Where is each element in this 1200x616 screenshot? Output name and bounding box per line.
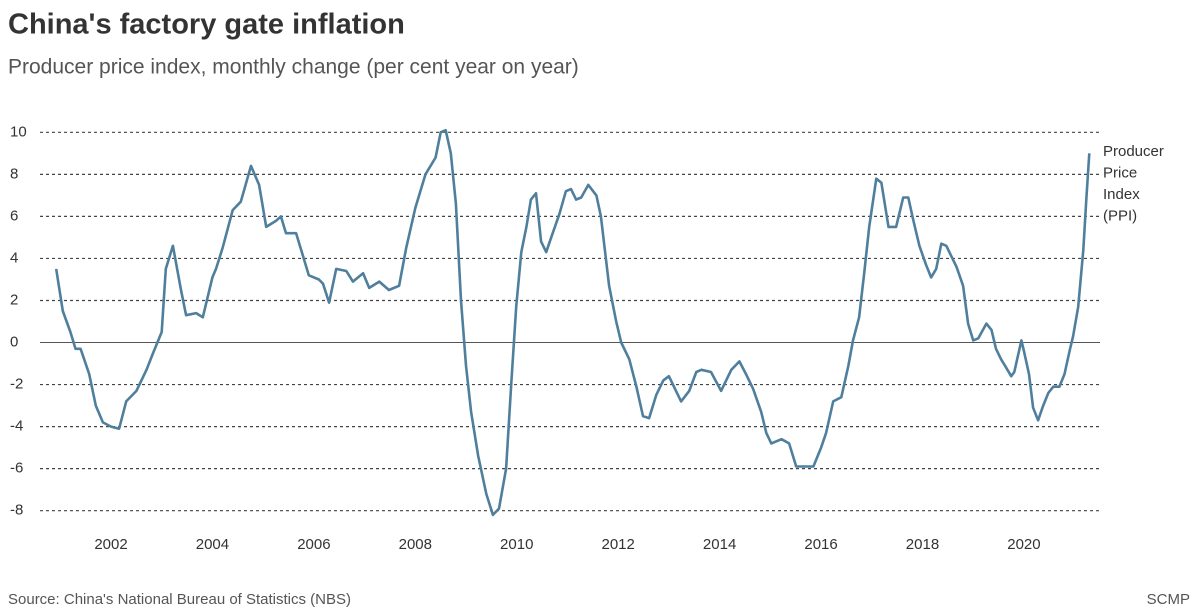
y-tick-label: -4 [10, 418, 23, 435]
y-tick-label: 2 [10, 291, 18, 308]
chart-subtitle: Producer price index, monthly change (pe… [8, 56, 579, 79]
x-tick-label: 2002 [94, 536, 127, 553]
x-tick-label: 2018 [906, 536, 939, 553]
y-tick-label: 0 [10, 333, 18, 350]
line [54, 128, 1091, 517]
y-tick-label: 4 [10, 249, 18, 266]
x-tick-label: 2012 [601, 536, 634, 553]
x-tick-label: 2016 [804, 536, 837, 553]
x-tick-label: 2020 [1007, 536, 1040, 553]
x-tick-label: 2014 [703, 536, 736, 553]
x-tick-label: 2006 [297, 536, 330, 553]
x-tick-label: 2008 [399, 536, 432, 553]
y-tick-label: -2 [10, 376, 23, 393]
y-tick-label: 8 [10, 165, 18, 182]
y-tick-label: -8 [10, 502, 23, 519]
x-tick-label: 2010 [500, 536, 533, 553]
x-tick-label: 2004 [196, 536, 229, 553]
y-tick-label: 6 [10, 207, 18, 224]
source: Source: China's National Bureau of Stati… [8, 591, 351, 608]
y-tick-label: -6 [10, 460, 23, 477]
y-tick-label: 10 [10, 123, 27, 140]
credit: SCMP [1147, 591, 1190, 608]
chart-title: China's factory gate inflation [8, 9, 405, 41]
series-label: Producer Price Index (PPI) [1103, 143, 1164, 225]
